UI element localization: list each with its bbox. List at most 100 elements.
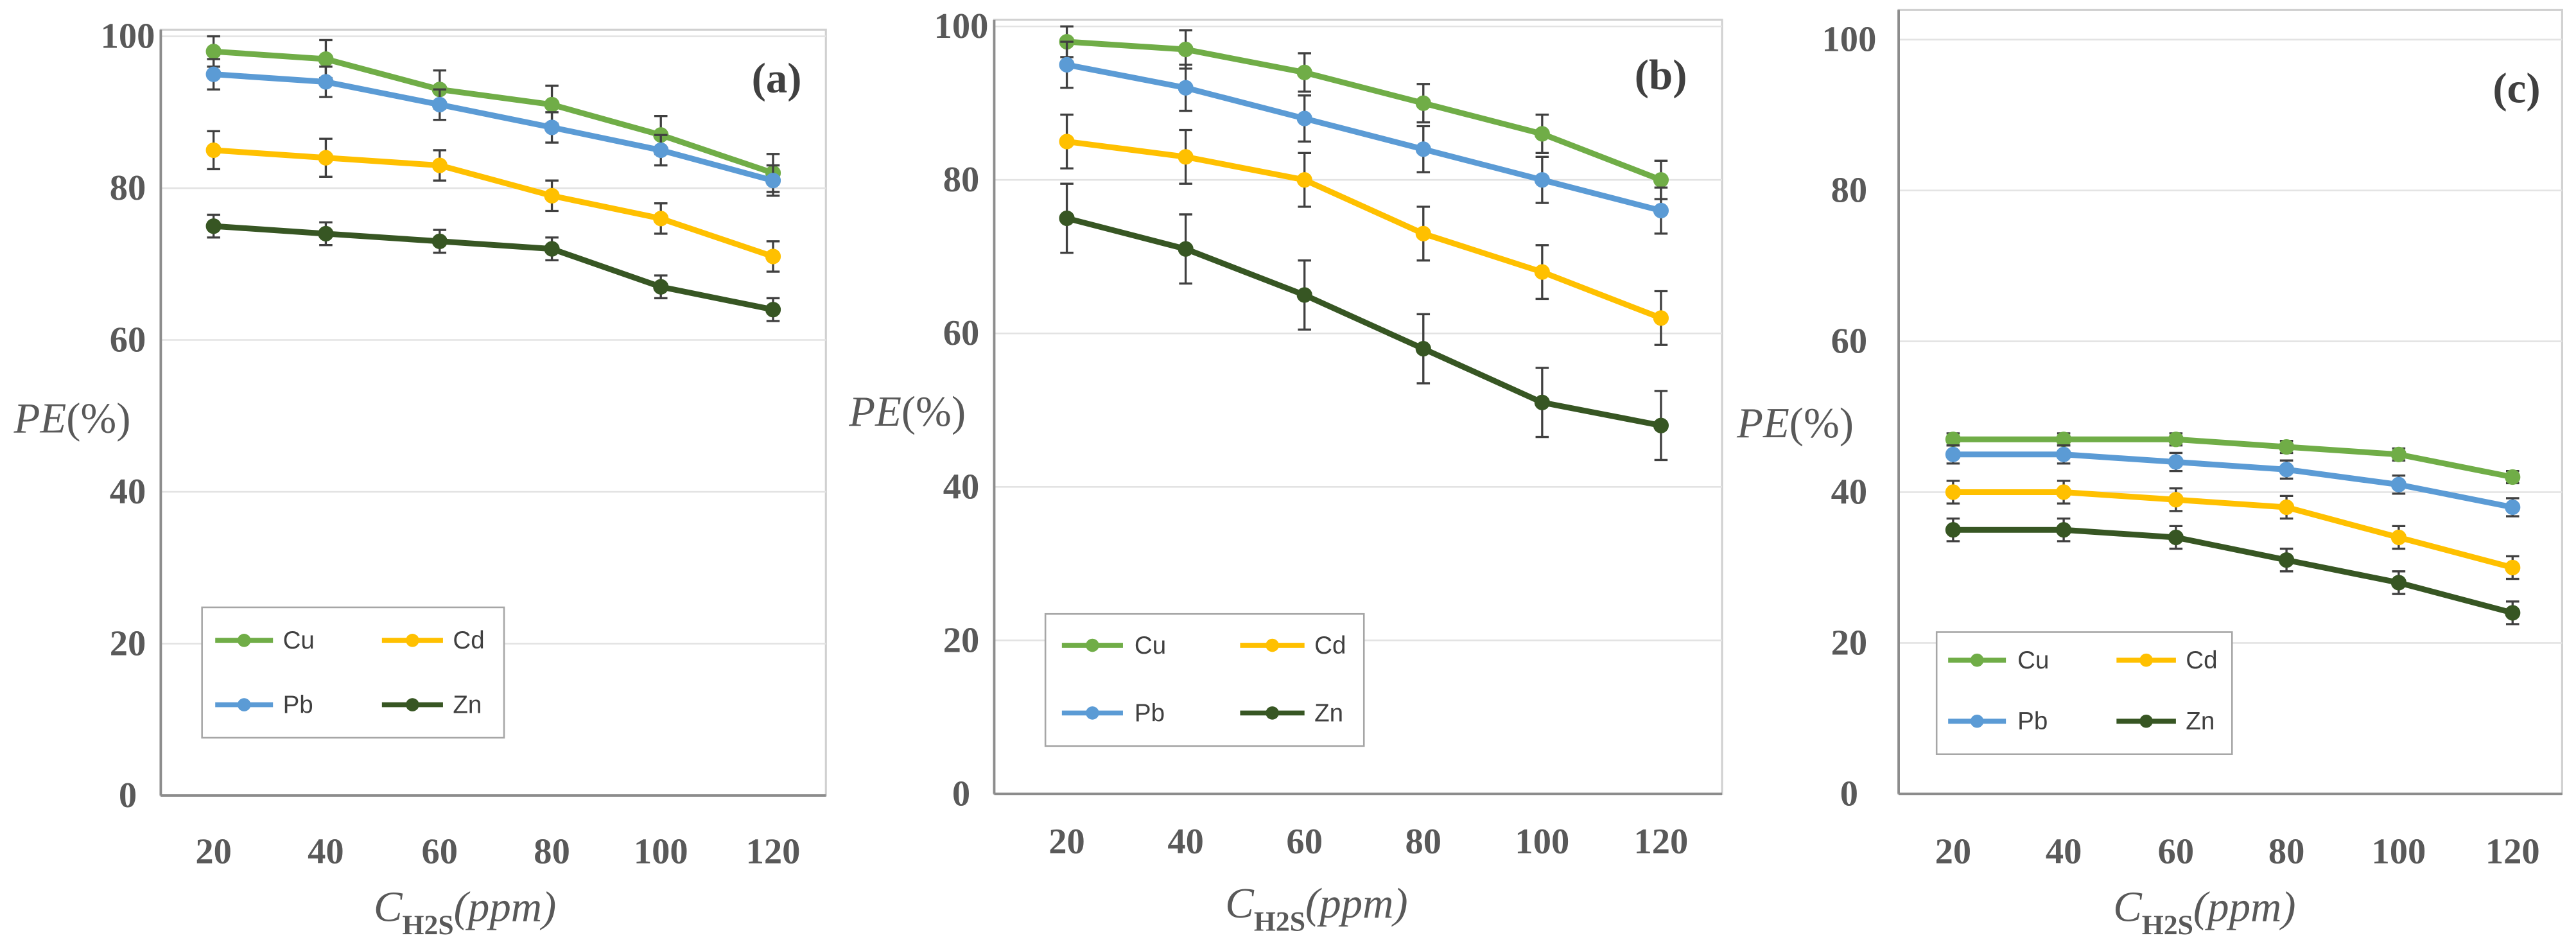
legend-box [1044, 613, 1365, 747]
data-point-cd [431, 157, 448, 173]
legend-item-zn: Zn [381, 691, 482, 718]
y-axis-title-unit: (%) [901, 388, 966, 435]
legend-label: Cu [2017, 647, 2049, 674]
data-point-zn [2390, 575, 2406, 591]
legend-item-cd: Cd [381, 627, 485, 654]
series-line-zn [211, 223, 776, 313]
legend-label: Zn [2186, 708, 2215, 735]
y-tick-label: 20 [1831, 623, 1868, 663]
legend-swatch-marker [1266, 638, 1279, 652]
x-tick-label: 120 [746, 831, 801, 871]
y-tick-label: 40 [1831, 472, 1868, 512]
y-tick-label: 100 [1822, 20, 1877, 60]
legend-swatch-marker [1086, 706, 1099, 720]
legend-swatch-marker [237, 634, 251, 647]
data-point-cd [544, 187, 560, 204]
data-point-cd [1945, 484, 1961, 500]
x-tick-label: 100 [1515, 822, 1569, 862]
y-tick-label: 60 [943, 313, 980, 353]
series-line-pb [1950, 451, 2516, 510]
legend-swatch-marker [1086, 638, 1099, 652]
data-point-cd [2056, 484, 2072, 500]
x-tick-label: 80 [1405, 822, 1442, 862]
data-point-cu [1653, 172, 1669, 188]
x-axis-title: CH2S(ppm) [2113, 883, 2295, 941]
chart-panel-b: 0 20 40 60 80 100 20 40 60 80 100 120 PE(%) CH2S(ppm)… [848, 6, 1723, 937]
x-axis-title-unit: (ppm) [1305, 880, 1408, 927]
x-tick-label: 120 [1634, 822, 1689, 862]
legend: Cu Cd Pb Zn [1935, 631, 2233, 755]
x-tick-label: 60 [2158, 831, 2195, 871]
data-point-pb [1945, 446, 1961, 462]
data-point-zn [2279, 552, 2295, 568]
panel-label: (c) [2493, 64, 2540, 112]
x-axis-title-unit: (ppm) [454, 883, 557, 930]
x-axis-title-symbol: C [1225, 880, 1255, 927]
data-point-zn [431, 233, 448, 249]
data-point-cd [205, 142, 222, 158]
x-tick-label: 20 [1935, 831, 1972, 871]
series-zn [1059, 182, 1669, 462]
series-cu [1945, 431, 2521, 485]
data-point-pb [431, 96, 448, 113]
x-axis-title: CH2S(ppm) [374, 883, 556, 941]
y-axis-title-symbol: PE [13, 394, 67, 442]
data-point-cu [318, 51, 334, 67]
legend-swatch-marker [406, 698, 419, 711]
x-axis-title-subscript: H2S [403, 910, 454, 941]
legend-item-pb: Pb [1948, 708, 2048, 735]
x-tick-label: 120 [2485, 831, 2540, 871]
legend-box [201, 606, 505, 739]
legend-swatch-marker [1970, 714, 1984, 728]
x-tick-label: 40 [2046, 831, 2082, 871]
data-point-zn [2056, 522, 2072, 538]
x-tick-label: 80 [2268, 831, 2305, 871]
legend: Cu Cd Pb Zn [201, 606, 505, 739]
legend-box [1935, 631, 2233, 755]
legend-label: Cd [453, 627, 484, 654]
data-point-pb [1534, 172, 1550, 188]
legend-item-cu: Cu [1948, 647, 2049, 674]
series-cd [205, 130, 781, 273]
data-point-zn [1653, 417, 1669, 433]
data-point-cu [2056, 431, 2072, 448]
legend-item-pb: Pb [215, 691, 313, 718]
data-point-zn [1415, 341, 1431, 357]
y-tick-label: 80 [943, 160, 980, 200]
data-point-zn [318, 225, 334, 242]
x-tick-label: 20 [1049, 822, 1085, 862]
data-point-cd [765, 248, 781, 265]
legend-label: Zn [453, 691, 482, 718]
x-tick-label: 40 [308, 831, 344, 871]
x-tick-label: 60 [422, 831, 458, 871]
y-tick-label: 60 [110, 320, 146, 360]
series-line-cd [1950, 489, 2516, 571]
x-axis-title-unit: (ppm) [2193, 883, 2296, 930]
x-tick-label: 100 [634, 831, 688, 871]
y-tick-label: 100 [101, 17, 155, 57]
y-tick-label: 0 [1840, 774, 1858, 814]
data-point-zn [2505, 605, 2521, 621]
x-tick-label: 80 [534, 831, 570, 871]
legend-label: Cu [283, 627, 315, 654]
data-point-cu [205, 44, 222, 60]
data-point-zn [1178, 241, 1194, 257]
legend-item-cd: Cd [2116, 647, 2218, 674]
data-point-cd [653, 211, 669, 227]
data-point-cd [1653, 310, 1669, 326]
data-point-cu [2505, 469, 2521, 485]
data-point-zn [1945, 522, 1961, 538]
data-point-cu [2279, 439, 2295, 455]
data-point-cu [2390, 446, 2406, 462]
series-pb [1945, 444, 2521, 518]
data-point-pb [205, 66, 222, 82]
data-point-cd [1534, 264, 1550, 280]
data-point-cd [1415, 225, 1431, 241]
series-pb [1059, 40, 1669, 235]
data-point-pb [765, 173, 781, 189]
series-line-cu [1064, 39, 1664, 183]
data-point-zn [765, 302, 781, 318]
data-point-cu [544, 96, 560, 113]
legend-label: Pb [2017, 708, 2048, 735]
data-point-cd [1178, 149, 1194, 165]
